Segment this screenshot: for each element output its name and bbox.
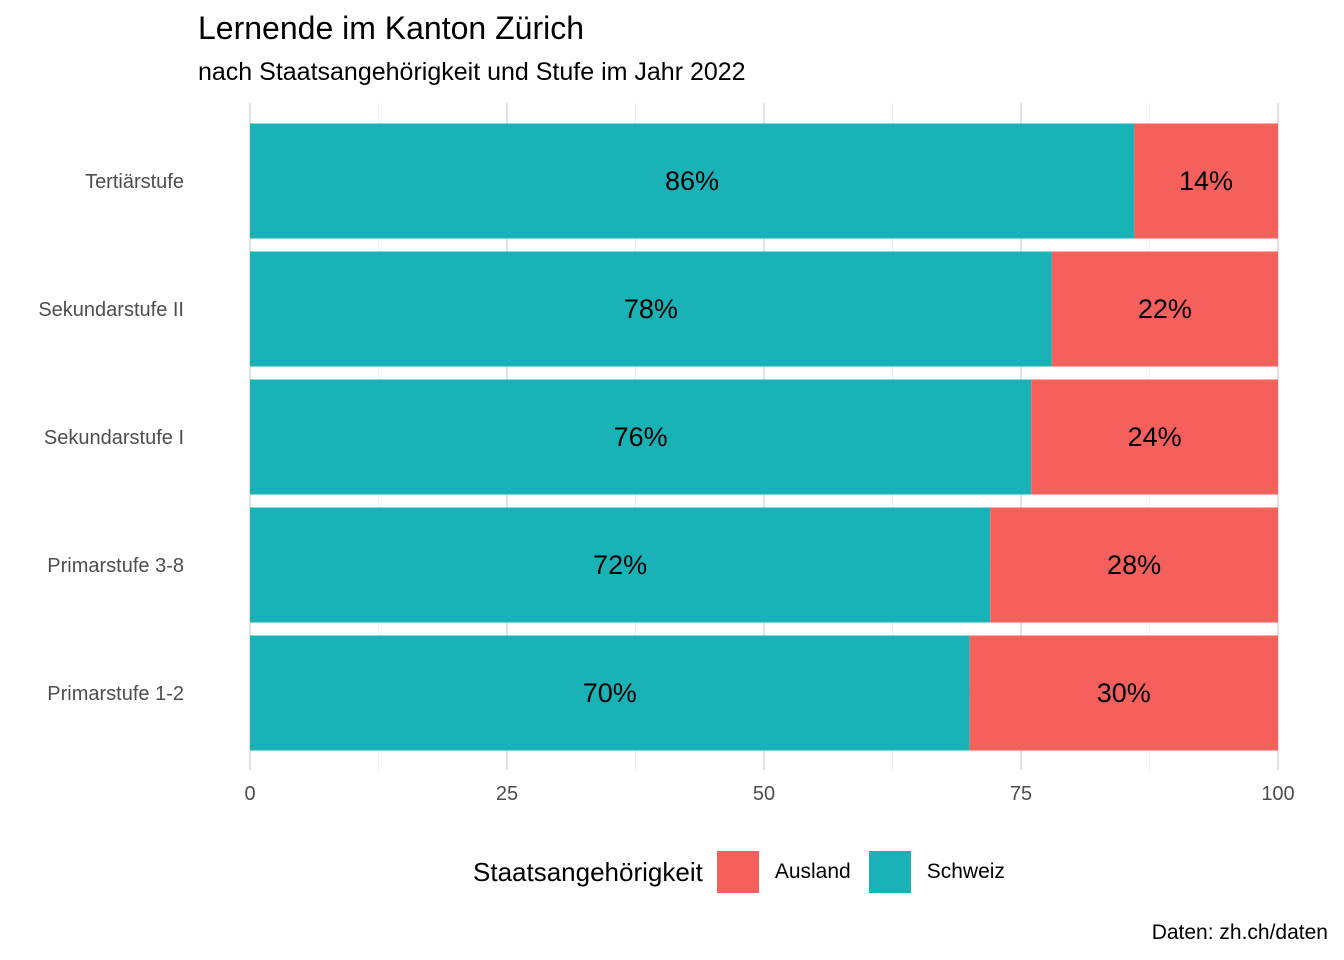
bar-schweiz-sekundarstufe-i xyxy=(250,379,1032,495)
data-labels-layer: 86% 14% 78% 22% 76% 24% 72% 28% 70% 30% xyxy=(583,166,1233,708)
bar-ausland-primarstufe-1-2 xyxy=(969,635,1278,751)
legend-label-schweiz: Schweiz xyxy=(926,860,1005,883)
bar-ausland-terti-rstufe xyxy=(1134,123,1278,239)
legend-swatch-schweiz xyxy=(868,851,911,893)
y-axis-category-labels: Tertiärstufe Sekundarstufe II Sekundarstuf… xyxy=(38,171,184,705)
x-tick-label: 0 xyxy=(244,783,255,805)
data-source-caption: Daten: zh.ch/daten xyxy=(1151,921,1328,944)
data-label-schweiz-primarstufe-1-2: 70% xyxy=(583,678,637,708)
x-axis-tick-labels: 0 25 50 75 100 xyxy=(244,783,1294,805)
legend-swatch-ausland xyxy=(716,851,759,893)
y-axis-label-primarstufe-1-2: Primarstufe 1-2 xyxy=(47,683,184,705)
data-label-schweiz-sekundarstufe-ii: 78% xyxy=(624,294,678,324)
y-axis-label-terti-rstufe: Tertiärstufe xyxy=(85,171,184,193)
data-label-schweiz-terti-rstufe: 86% xyxy=(665,166,719,196)
bar-ausland-sekundarstufe-i xyxy=(1031,379,1278,495)
data-label-ausland-sekundarstufe-i: 24% xyxy=(1128,422,1182,452)
x-tick-label: 75 xyxy=(1010,783,1032,805)
y-axis-label-sekundarstufe-i: Sekundarstufe I xyxy=(44,427,184,449)
bars-layer xyxy=(250,123,1278,751)
x-tick-label: 50 xyxy=(753,783,775,805)
bar-ausland-primarstufe-3-8 xyxy=(990,507,1278,623)
bar-ausland-sekundarstufe-ii xyxy=(1051,251,1278,367)
bar-schweiz-primarstufe-1-2 xyxy=(250,635,970,751)
data-label-schweiz-sekundarstufe-i: 76% xyxy=(614,422,668,452)
data-label-ausland-sekundarstufe-ii: 22% xyxy=(1138,294,1192,324)
legend-item-schweiz: Schweiz xyxy=(868,851,1005,893)
legend-item-ausland: Ausland xyxy=(716,851,851,893)
chart-subtitle: nach Staatsangehörigkeit und Stufe im Ja… xyxy=(198,58,746,86)
y-axis-label-primarstufe-3-8: Primarstufe 3-8 xyxy=(47,555,184,577)
chart-title: Lernende im Kanton Zürich xyxy=(198,10,584,46)
x-tick-label: 100 xyxy=(1261,783,1294,805)
x-tick-label: 25 xyxy=(496,783,518,805)
data-label-ausland-primarstufe-1-2: 30% xyxy=(1097,678,1151,708)
legend-title: Staatsangehörigkeit xyxy=(473,856,703,887)
bar-schweiz-sekundarstufe-ii xyxy=(250,251,1052,367)
bar-schweiz-terti-rstufe xyxy=(250,123,1135,239)
data-label-schweiz-primarstufe-3-8: 72% xyxy=(593,550,647,580)
y-axis-label-sekundarstufe-ii: Sekundarstufe II xyxy=(38,299,184,321)
data-label-ausland-primarstufe-3-8: 28% xyxy=(1107,550,1161,580)
data-label-ausland-terti-rstufe: 14% xyxy=(1179,166,1233,196)
legend: Staatsangehörigkeit Ausland Schweiz xyxy=(473,849,1023,895)
bar-schweiz-primarstufe-3-8 xyxy=(250,507,991,623)
legend-label-ausland: Ausland xyxy=(774,860,851,883)
